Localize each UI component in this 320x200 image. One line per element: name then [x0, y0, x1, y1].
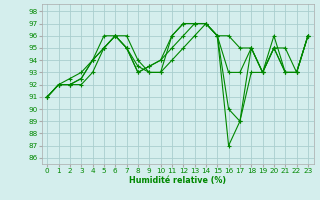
X-axis label: Humidité relative (%): Humidité relative (%) [129, 176, 226, 185]
